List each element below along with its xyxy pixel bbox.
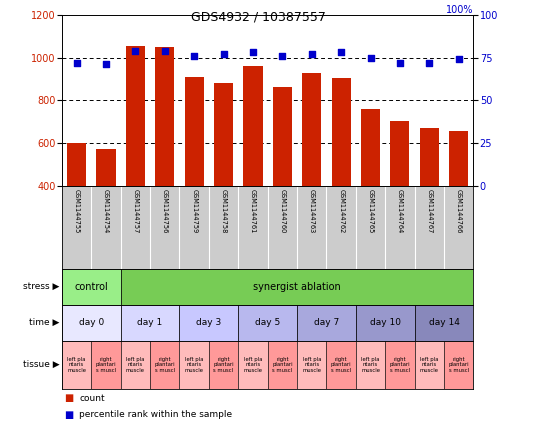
Bar xyxy=(444,341,473,389)
Point xyxy=(425,59,434,66)
Bar xyxy=(121,341,150,389)
Text: tissue ▶: tissue ▶ xyxy=(23,360,59,369)
Text: right
plantari
s muscl: right plantari s muscl xyxy=(390,357,410,373)
Bar xyxy=(62,269,121,305)
Text: left pla
ntaris
muscle: left pla ntaris muscle xyxy=(67,357,86,373)
Text: right
plantari
s muscl: right plantari s muscl xyxy=(331,357,351,373)
Text: GSM1144758: GSM1144758 xyxy=(221,189,226,233)
Point xyxy=(102,61,110,68)
Bar xyxy=(126,46,145,272)
Text: GSM1144759: GSM1144759 xyxy=(191,189,197,233)
Bar xyxy=(214,83,233,272)
Text: left pla
ntaris
muscle: left pla ntaris muscle xyxy=(302,357,321,373)
Bar xyxy=(238,305,297,341)
Point xyxy=(72,59,81,66)
Bar xyxy=(121,269,473,305)
Text: control: control xyxy=(74,282,108,291)
Text: ■: ■ xyxy=(65,409,74,420)
Text: percentile rank within the sample: percentile rank within the sample xyxy=(79,410,232,419)
Bar xyxy=(267,341,297,389)
Text: GSM1144766: GSM1144766 xyxy=(456,189,462,233)
Bar xyxy=(356,305,415,341)
Bar xyxy=(420,128,439,272)
Bar xyxy=(297,305,356,341)
Bar xyxy=(62,305,121,341)
Text: day 10: day 10 xyxy=(370,318,401,327)
Text: day 3: day 3 xyxy=(196,318,222,327)
Text: left pla
ntaris
muscle: left pla ntaris muscle xyxy=(126,357,145,373)
Text: GSM1144767: GSM1144767 xyxy=(426,189,433,233)
Bar xyxy=(150,341,180,389)
Point xyxy=(160,47,169,54)
Text: GSM1144764: GSM1144764 xyxy=(397,189,403,233)
Text: day 7: day 7 xyxy=(314,318,339,327)
Text: right
plantari
s muscl: right plantari s muscl xyxy=(96,357,116,373)
Bar xyxy=(96,149,116,272)
Bar xyxy=(297,341,327,389)
Text: GSM1144760: GSM1144760 xyxy=(279,189,285,233)
Text: right
plantari
s muscl: right plantari s muscl xyxy=(272,357,293,373)
Text: right
plantari
s muscl: right plantari s muscl xyxy=(154,357,175,373)
Bar xyxy=(67,143,86,272)
Text: count: count xyxy=(79,393,105,403)
Text: GDS4932 / 10387557: GDS4932 / 10387557 xyxy=(191,11,325,24)
Bar xyxy=(302,73,321,272)
Bar xyxy=(185,77,204,272)
Point xyxy=(455,56,463,63)
Bar xyxy=(238,341,268,389)
Point xyxy=(366,54,375,61)
Point xyxy=(307,51,316,58)
Point xyxy=(337,49,345,56)
Text: day 1: day 1 xyxy=(137,318,162,327)
Text: left pla
ntaris
muscle: left pla ntaris muscle xyxy=(244,357,263,373)
Text: GSM1144765: GSM1144765 xyxy=(367,189,373,233)
Text: day 5: day 5 xyxy=(255,318,280,327)
Bar xyxy=(121,305,180,341)
Text: ■: ■ xyxy=(65,393,74,403)
Text: GSM1144761: GSM1144761 xyxy=(250,189,256,233)
Point xyxy=(395,59,404,66)
Bar xyxy=(327,341,356,389)
Text: GSM1144754: GSM1144754 xyxy=(103,189,109,233)
Bar xyxy=(91,341,121,389)
Bar xyxy=(415,305,473,341)
Text: left pla
ntaris
muscle: left pla ntaris muscle xyxy=(361,357,380,373)
Text: GSM1144763: GSM1144763 xyxy=(309,189,315,233)
Text: 100%: 100% xyxy=(446,5,473,15)
Text: synergist ablation: synergist ablation xyxy=(253,282,341,291)
Bar xyxy=(209,341,238,389)
Point xyxy=(249,49,257,56)
Text: stress ▶: stress ▶ xyxy=(23,282,59,291)
Bar xyxy=(415,341,444,389)
Bar xyxy=(356,341,385,389)
Text: GSM1144762: GSM1144762 xyxy=(338,189,344,233)
Text: right
plantari
s muscl: right plantari s muscl xyxy=(449,357,469,373)
Text: GSM1144757: GSM1144757 xyxy=(132,189,138,233)
Bar xyxy=(391,121,409,272)
Text: GSM1144756: GSM1144756 xyxy=(162,189,168,233)
Text: left pla
ntaris
muscle: left pla ntaris muscle xyxy=(420,357,439,373)
Point xyxy=(131,47,140,54)
Bar xyxy=(243,66,263,272)
Point xyxy=(190,52,199,59)
Bar xyxy=(331,78,351,272)
Bar xyxy=(180,341,209,389)
Bar xyxy=(273,87,292,272)
Text: left pla
ntaris
muscle: left pla ntaris muscle xyxy=(185,357,204,373)
Point xyxy=(278,52,287,59)
Text: day 0: day 0 xyxy=(79,318,104,327)
Bar xyxy=(361,109,380,272)
Bar xyxy=(155,47,174,272)
Bar xyxy=(180,305,238,341)
Bar xyxy=(449,131,468,272)
Text: GSM1144755: GSM1144755 xyxy=(74,189,80,233)
Bar xyxy=(385,341,415,389)
Point xyxy=(220,51,228,58)
Bar xyxy=(62,341,91,389)
Text: right
plantari
s muscl: right plantari s muscl xyxy=(213,357,234,373)
Text: time ▶: time ▶ xyxy=(29,318,59,327)
Text: day 14: day 14 xyxy=(429,318,459,327)
